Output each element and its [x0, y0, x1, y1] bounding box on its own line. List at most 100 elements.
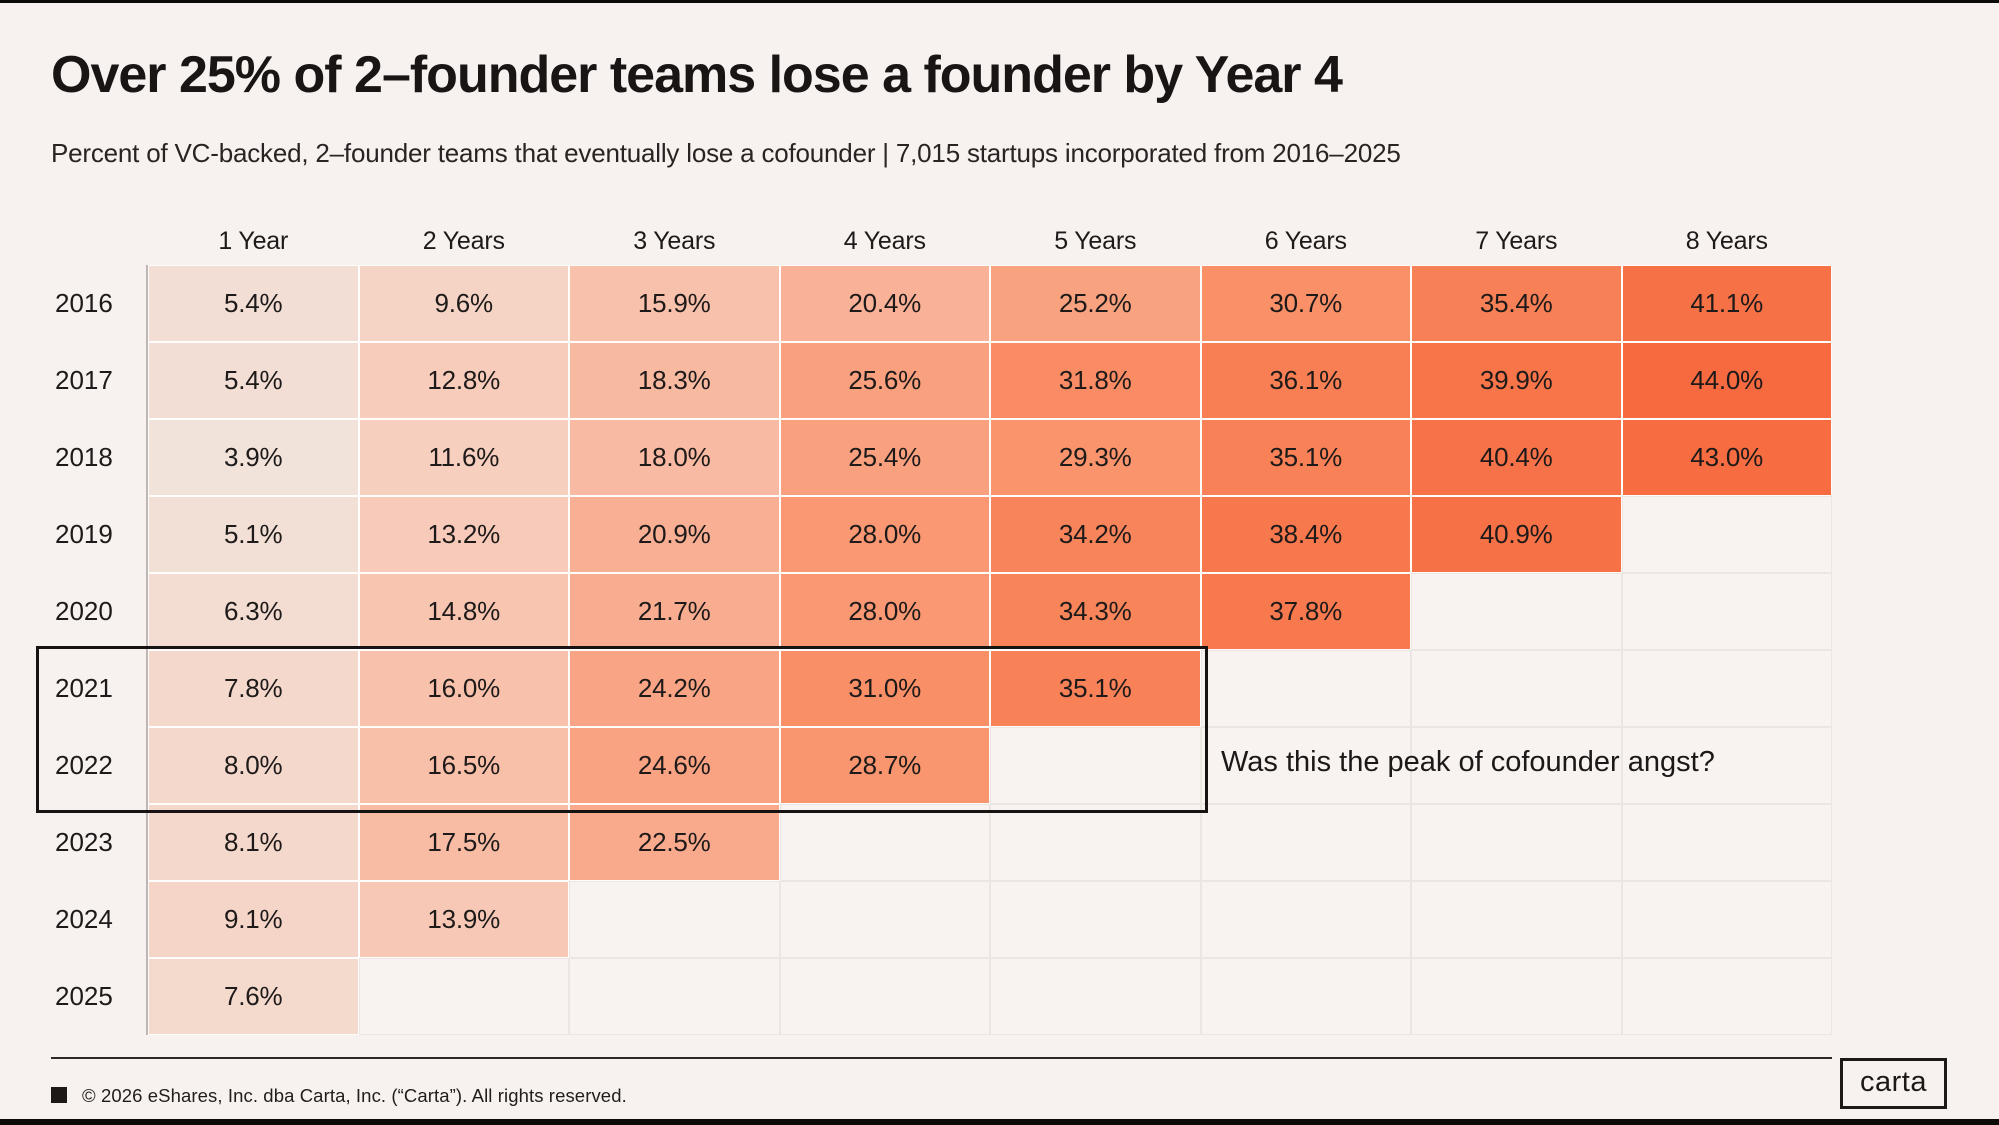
heatmap-cell-empty	[1200, 727, 1411, 804]
heatmap-grid: 2016 5.4% 9.6% 15.9% 20.4% 25.2% 30.7% 35.4% 41.…	[40, 265, 1832, 1035]
heatmap-cell: 28.0%	[779, 573, 990, 650]
heatmap-cell-empty	[358, 958, 569, 1035]
row-label-year: 2019	[55, 519, 113, 549]
heatmap-cell: 12.8%	[358, 342, 569, 419]
heatmap-cell: 36.1%	[1200, 342, 1411, 419]
column-header: 3 Years	[633, 226, 716, 255]
heatmap-cell: 40.4%	[1411, 419, 1622, 496]
heatmap-cell: 29.3%	[990, 419, 1201, 496]
heatmap-cell-empty	[569, 958, 780, 1035]
column-header: 5 Years	[1054, 226, 1137, 255]
heatmap-row: 2017 5.4% 12.8% 18.3% 25.6% 31.8% 36.1% 39.9% 44…	[40, 342, 1832, 419]
heatmap-cell: 25.4%	[779, 419, 990, 496]
heatmap-cell-empty	[1411, 958, 1622, 1035]
heatmap-cell-empty	[1200, 650, 1411, 727]
heatmap-cell: 15.9%	[569, 265, 780, 342]
heatmap-cell-empty	[1200, 804, 1411, 881]
heatmap-cell: 43.0%	[1621, 419, 1832, 496]
heatmap-cell: 38.4%	[1200, 496, 1411, 573]
heatmap-cell: 22.5%	[569, 804, 780, 881]
heatmap-cell: 9.1%	[148, 881, 359, 958]
row-label-year: 2021	[55, 673, 113, 703]
heatmap-cell-empty	[990, 804, 1201, 881]
row-label-year: 2016	[55, 288, 113, 318]
heatmap-cell: 28.7%	[779, 727, 990, 804]
heatmap-cell: 8.1%	[148, 804, 359, 881]
heatmap-cell: 16.0%	[358, 650, 569, 727]
heatmap-cell: 9.6%	[358, 265, 569, 342]
heatmap-cell: 6.3%	[148, 573, 359, 650]
heatmap-cell-empty	[1200, 881, 1411, 958]
cohort-heatmap: 1 Year 2 Years 3 Years 4 Years 5 Years 6 Year…	[36, 217, 1832, 1035]
heatmap-cell: 18.0%	[569, 419, 780, 496]
heatmap-row: 2018 3.9% 11.6% 18.0% 25.4% 29.3% 35.1% 40.4% 43…	[40, 419, 1832, 496]
heatmap-cell: 13.2%	[358, 496, 569, 573]
window-edge-top	[0, 0, 1999, 3]
footer-square-icon	[51, 1087, 67, 1103]
heatmap-cell: 16.5%	[358, 727, 569, 804]
heatmap-cell: 25.6%	[779, 342, 990, 419]
window-edge-bottom	[0, 1119, 1999, 1125]
carta-logo: carta	[1840, 1058, 1947, 1109]
column-header: 1 Year	[218, 226, 289, 255]
heatmap-cell-empty	[1621, 496, 1832, 573]
page-title: Over 25% of 2–founder teams lose a found…	[51, 46, 1343, 104]
heatmap-cell: 44.0%	[1621, 342, 1832, 419]
row-label-year: 2017	[55, 365, 113, 395]
column-header: 4 Years	[843, 226, 926, 255]
page-subtitle: Percent of VC-backed, 2–founder teams th…	[51, 138, 1401, 168]
heatmap-cell-empty	[779, 958, 990, 1035]
heatmap-cell-empty	[779, 804, 990, 881]
heatmap-cell: 7.6%	[148, 958, 359, 1035]
heatmap-cell-empty	[1621, 804, 1832, 881]
heatmap-cell: 13.9%	[358, 881, 569, 958]
heatmap-cell: 35.4%	[1411, 265, 1622, 342]
heatmap-cell-empty	[1621, 573, 1832, 650]
heatmap-row: 2025 7.6%	[40, 958, 1832, 1035]
heatmap-cell: 3.9%	[148, 419, 359, 496]
heatmap-cell: 28.0%	[779, 496, 990, 573]
heatmap-cell-empty	[1621, 650, 1832, 727]
heatmap-cell-empty	[569, 881, 780, 958]
row-label-year: 2018	[55, 442, 113, 472]
heatmap-cell: 8.0%	[148, 727, 359, 804]
heatmap-cell-empty	[1411, 727, 1622, 804]
heatmap-row: 2024 9.1% 13.9%	[40, 881, 1832, 958]
heatmap-cell: 5.4%	[148, 342, 359, 419]
annotation-text: Was this the peak of cofounder angst?	[1221, 746, 1715, 778]
heatmap-cell-empty	[1621, 958, 1832, 1035]
heatmap-cell-empty	[779, 881, 990, 958]
heatmap-cell: 5.4%	[148, 265, 359, 342]
heatmap-row: 2016 5.4% 9.6% 15.9% 20.4% 25.2% 30.7% 35.4% 41.…	[40, 265, 1832, 342]
heatmap-cell: 17.5%	[358, 804, 569, 881]
heatmap-cell-empty	[1411, 804, 1622, 881]
carta-logo-text: carta	[1860, 1065, 1927, 1098]
heatmap-cell: 20.9%	[569, 496, 780, 573]
row-label-year: 2024	[55, 904, 113, 934]
heatmap-cell-empty	[990, 727, 1201, 804]
heatmap-cell: 37.8%	[1200, 573, 1411, 650]
heatmap-cell: 20.4%	[779, 265, 990, 342]
heatmap-cell: 21.7%	[569, 573, 780, 650]
row-label-year: 2022	[55, 750, 113, 780]
heatmap-row: 2020 6.3% 14.8% 21.7% 28.0% 34.3% 37.8%	[40, 573, 1832, 650]
row-label-year: 2025	[55, 981, 113, 1011]
heatmap-cell: 39.9%	[1411, 342, 1622, 419]
heatmap-cell-empty	[1621, 881, 1832, 958]
heatmap-cell: 25.2%	[990, 265, 1201, 342]
heatmap-cell-empty	[1411, 573, 1622, 650]
heatmap-cell: 40.9%	[1411, 496, 1622, 573]
highlight-box-2021-2022	[36, 646, 1208, 813]
heatmap-cell-empty	[1411, 650, 1622, 727]
grid-left-border-line	[146, 265, 148, 1035]
heatmap-cell-empty	[1411, 881, 1622, 958]
column-header-row: 1 Year 2 Years 3 Years 4 Years 5 Years 6 Year…	[40, 217, 1832, 265]
heatmap-row: 2021 7.8% 16.0% 24.2% 31.0% 35.1%	[40, 650, 1832, 727]
column-header: 7 Years	[1475, 226, 1558, 255]
heatmap-cell: 34.3%	[990, 573, 1201, 650]
heatmap-cell: 14.8%	[358, 573, 569, 650]
heatmap-cell: 5.1%	[148, 496, 359, 573]
row-label-year: 2023	[55, 827, 113, 857]
heatmap-cell: 35.1%	[1200, 419, 1411, 496]
